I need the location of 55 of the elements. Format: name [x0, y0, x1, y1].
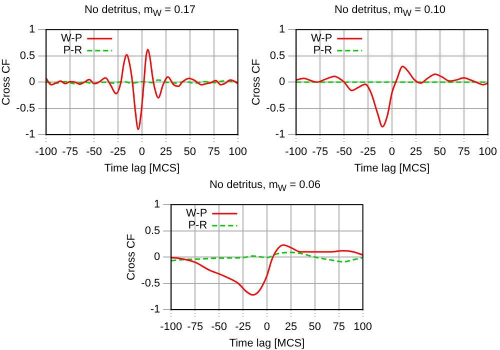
y-tick-label: -1 [25, 128, 36, 141]
x-tick-label: -25 [110, 146, 126, 158]
x-tick-label: -100 [285, 146, 308, 158]
y-tick-label: -0.5 [266, 102, 286, 114]
x-tick-label: -25 [360, 146, 376, 158]
x-tick-label: 100 [228, 146, 248, 158]
x-axis-title: Time lag [MCS] [104, 162, 180, 174]
x-tick-label: 25 [160, 146, 172, 158]
x-tick-label: -100 [160, 321, 182, 334]
y-tick-label: 0 [29, 76, 36, 88]
x-tick-label: 75 [458, 146, 470, 158]
x-tick-label: -50 [86, 146, 102, 158]
chart-title: No detritus, m$_{W}$ = 0.06 [208, 178, 322, 195]
x-tick-label: -50 [336, 146, 352, 158]
y-tick-label: 0 [279, 76, 286, 88]
y-axis-title: Cross CF [126, 234, 138, 280]
x-tick-label: -75 [312, 146, 328, 158]
x-tick-label: 50 [434, 146, 446, 158]
y-tick-label: 1 [154, 198, 160, 211]
y-axis-title: Cross CF [250, 58, 263, 106]
chart-title: No detritus, m$_{W}$ = 0.17 [83, 3, 197, 20]
x-tick-label: 50 [308, 321, 322, 334]
chart-title: No detritus, m$_{W}$ = 0.10 [333, 3, 447, 20]
y-tick-label: 0 [154, 251, 160, 264]
y-tick-label: 0.5 [270, 50, 286, 62]
y-tick-label: -0.5 [16, 102, 36, 114]
y-tick-label: -1 [150, 304, 160, 316]
y-tick-label: -1 [275, 128, 286, 141]
legend-label: W-P [186, 208, 208, 220]
x-tick-label: 100 [354, 321, 372, 334]
x-tick-label: 0 [388, 146, 396, 158]
y-tick-label: -0.5 [141, 277, 160, 290]
y-tick-label: 0.5 [144, 224, 160, 237]
legend-label: P-R [63, 44, 82, 57]
x-tick-label: -75 [187, 321, 204, 334]
x-tick-label: -75 [62, 146, 78, 158]
x-tick-label: 100 [478, 146, 498, 158]
x-axis-title: Time lag [MCS] [354, 162, 430, 174]
y-tick-label: 1 [29, 24, 36, 36]
legend-label: P-R [188, 220, 208, 232]
legend-label: W-P [310, 32, 332, 45]
x-tick-label: -25 [235, 321, 251, 334]
y-axis-title: Cross CF [0, 58, 13, 106]
x-axis-title: Time lag [MCS] [229, 337, 305, 350]
x-tick-label: 50 [184, 146, 196, 158]
x-tick-label: -50 [211, 321, 228, 334]
y-tick-label: 0.5 [20, 50, 36, 62]
legend-label: P-R [313, 44, 332, 57]
legend-label: W-P [60, 32, 82, 45]
x-tick-label: -100 [35, 146, 58, 158]
x-tick-label: 75 [332, 321, 345, 334]
y-tick-label: 1 [279, 24, 286, 36]
x-tick-label: 75 [208, 146, 220, 158]
x-tick-label: 25 [410, 146, 422, 158]
x-tick-label: 25 [284, 321, 298, 334]
